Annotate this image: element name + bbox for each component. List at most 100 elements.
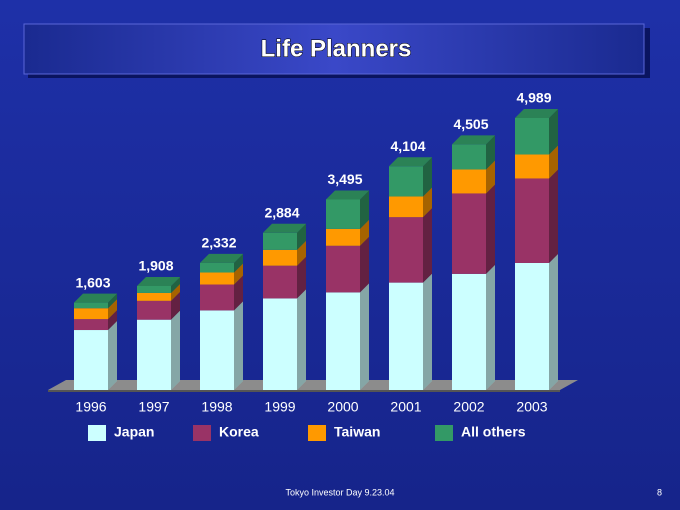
bar-side-shade xyxy=(234,301,243,390)
legend-swatch xyxy=(193,425,211,441)
bar-side xyxy=(423,157,432,197)
bar-segment xyxy=(452,273,486,390)
bar-side xyxy=(486,184,495,274)
bar-side-shade xyxy=(360,283,369,390)
bar-segment xyxy=(200,272,234,285)
bar-top xyxy=(389,157,432,167)
bar-segment xyxy=(326,245,360,293)
bar-top-shade xyxy=(137,276,180,286)
total-label: 3,495 xyxy=(327,171,362,187)
x-tick-label: 1999 xyxy=(264,399,295,415)
bar-side xyxy=(108,293,117,309)
x-tick-label: 2003 xyxy=(516,399,547,415)
bar-segment xyxy=(263,298,297,390)
bar-segment xyxy=(137,319,171,390)
bar-side-shade xyxy=(549,253,558,390)
x-tick-label: 2000 xyxy=(327,399,358,415)
bar-segment xyxy=(263,232,297,250)
legend-label: Korea xyxy=(219,424,259,440)
bar-side xyxy=(549,145,558,179)
bar-segment xyxy=(452,193,486,274)
total-label: 4,104 xyxy=(390,138,425,154)
bar-side xyxy=(360,190,369,229)
bar-side-shade xyxy=(360,190,369,229)
bar-side-shade xyxy=(549,169,558,263)
bar-side-shade xyxy=(171,276,180,293)
bar-segment xyxy=(137,285,171,293)
bar-segment xyxy=(389,196,423,218)
floor xyxy=(48,380,578,390)
bar-segment xyxy=(137,300,171,320)
bar-side xyxy=(486,264,495,390)
bar-segment xyxy=(263,265,297,299)
bar-top-shade xyxy=(452,135,495,145)
bar-top-shade xyxy=(389,157,432,167)
bar-segment xyxy=(515,262,549,390)
bar-side xyxy=(108,310,117,331)
bar-segment xyxy=(200,262,234,273)
bar-top xyxy=(515,109,558,118)
bar-side-shade xyxy=(360,236,369,293)
total-label: 1,603 xyxy=(75,274,110,290)
bar-segment xyxy=(326,292,360,390)
bar-side xyxy=(360,219,369,246)
bar-side xyxy=(171,276,180,293)
bar-side-shade xyxy=(108,321,117,390)
bar-side xyxy=(486,135,495,170)
x-tick-label: 1996 xyxy=(75,399,106,415)
bar-segment xyxy=(200,310,234,390)
bar-top-shade xyxy=(515,109,558,118)
bar-segment xyxy=(200,284,234,311)
total-label: 2,332 xyxy=(201,235,236,251)
bar-side-shade xyxy=(108,310,117,331)
bar-side xyxy=(171,291,180,320)
bar-side xyxy=(297,240,306,266)
bar-segment xyxy=(452,169,486,194)
bar-side xyxy=(486,160,495,194)
bar-side-shade xyxy=(423,208,432,283)
bar-top-shade xyxy=(74,293,117,303)
bar-side-shade xyxy=(423,273,432,390)
legend-swatch xyxy=(435,425,453,441)
bar-segment xyxy=(515,118,549,155)
page-number: 8 xyxy=(657,487,662,497)
bar-top xyxy=(452,135,495,145)
bar-side-shade xyxy=(549,109,558,155)
bar-segment xyxy=(74,302,108,309)
bar-side-shade xyxy=(171,283,180,301)
bar-side xyxy=(549,109,558,155)
bar-side-shade xyxy=(486,160,495,194)
bar-side xyxy=(108,321,117,390)
bar-segment xyxy=(515,178,549,263)
legend-swatch xyxy=(88,425,106,441)
bar-side xyxy=(171,283,180,301)
x-tick-label: 2001 xyxy=(390,399,421,415)
total-label: 4,505 xyxy=(453,116,488,132)
bar-top-shade xyxy=(200,253,243,263)
bar-segment xyxy=(515,154,549,179)
bar-side-shade xyxy=(108,293,117,309)
bar-side-shade xyxy=(108,299,117,320)
bar-side xyxy=(234,253,243,273)
legend-swatch xyxy=(308,425,326,441)
bar-side-shade xyxy=(360,219,369,246)
bar-side xyxy=(297,256,306,299)
bar-top xyxy=(263,223,306,233)
bar-side xyxy=(297,223,306,250)
footer: Tokyo Investor Day 9.23.04 xyxy=(285,487,394,497)
legend-label: Japan xyxy=(114,424,154,440)
bar-side-shade xyxy=(297,256,306,299)
legend-label: All others xyxy=(461,424,526,440)
bar-side xyxy=(234,275,243,311)
x-tick-label: 2002 xyxy=(453,399,484,415)
x-tick-label: 1998 xyxy=(201,399,232,415)
total-label: 4,989 xyxy=(516,90,551,106)
bar-side-shade xyxy=(297,223,306,250)
bar-side-shade xyxy=(234,275,243,311)
bar-side-shade xyxy=(423,187,432,218)
bar-segment xyxy=(389,166,423,197)
x-tick-label: 1997 xyxy=(138,399,169,415)
bar-side xyxy=(234,263,243,285)
bar-top xyxy=(326,190,369,200)
bar-side-shade xyxy=(486,135,495,170)
